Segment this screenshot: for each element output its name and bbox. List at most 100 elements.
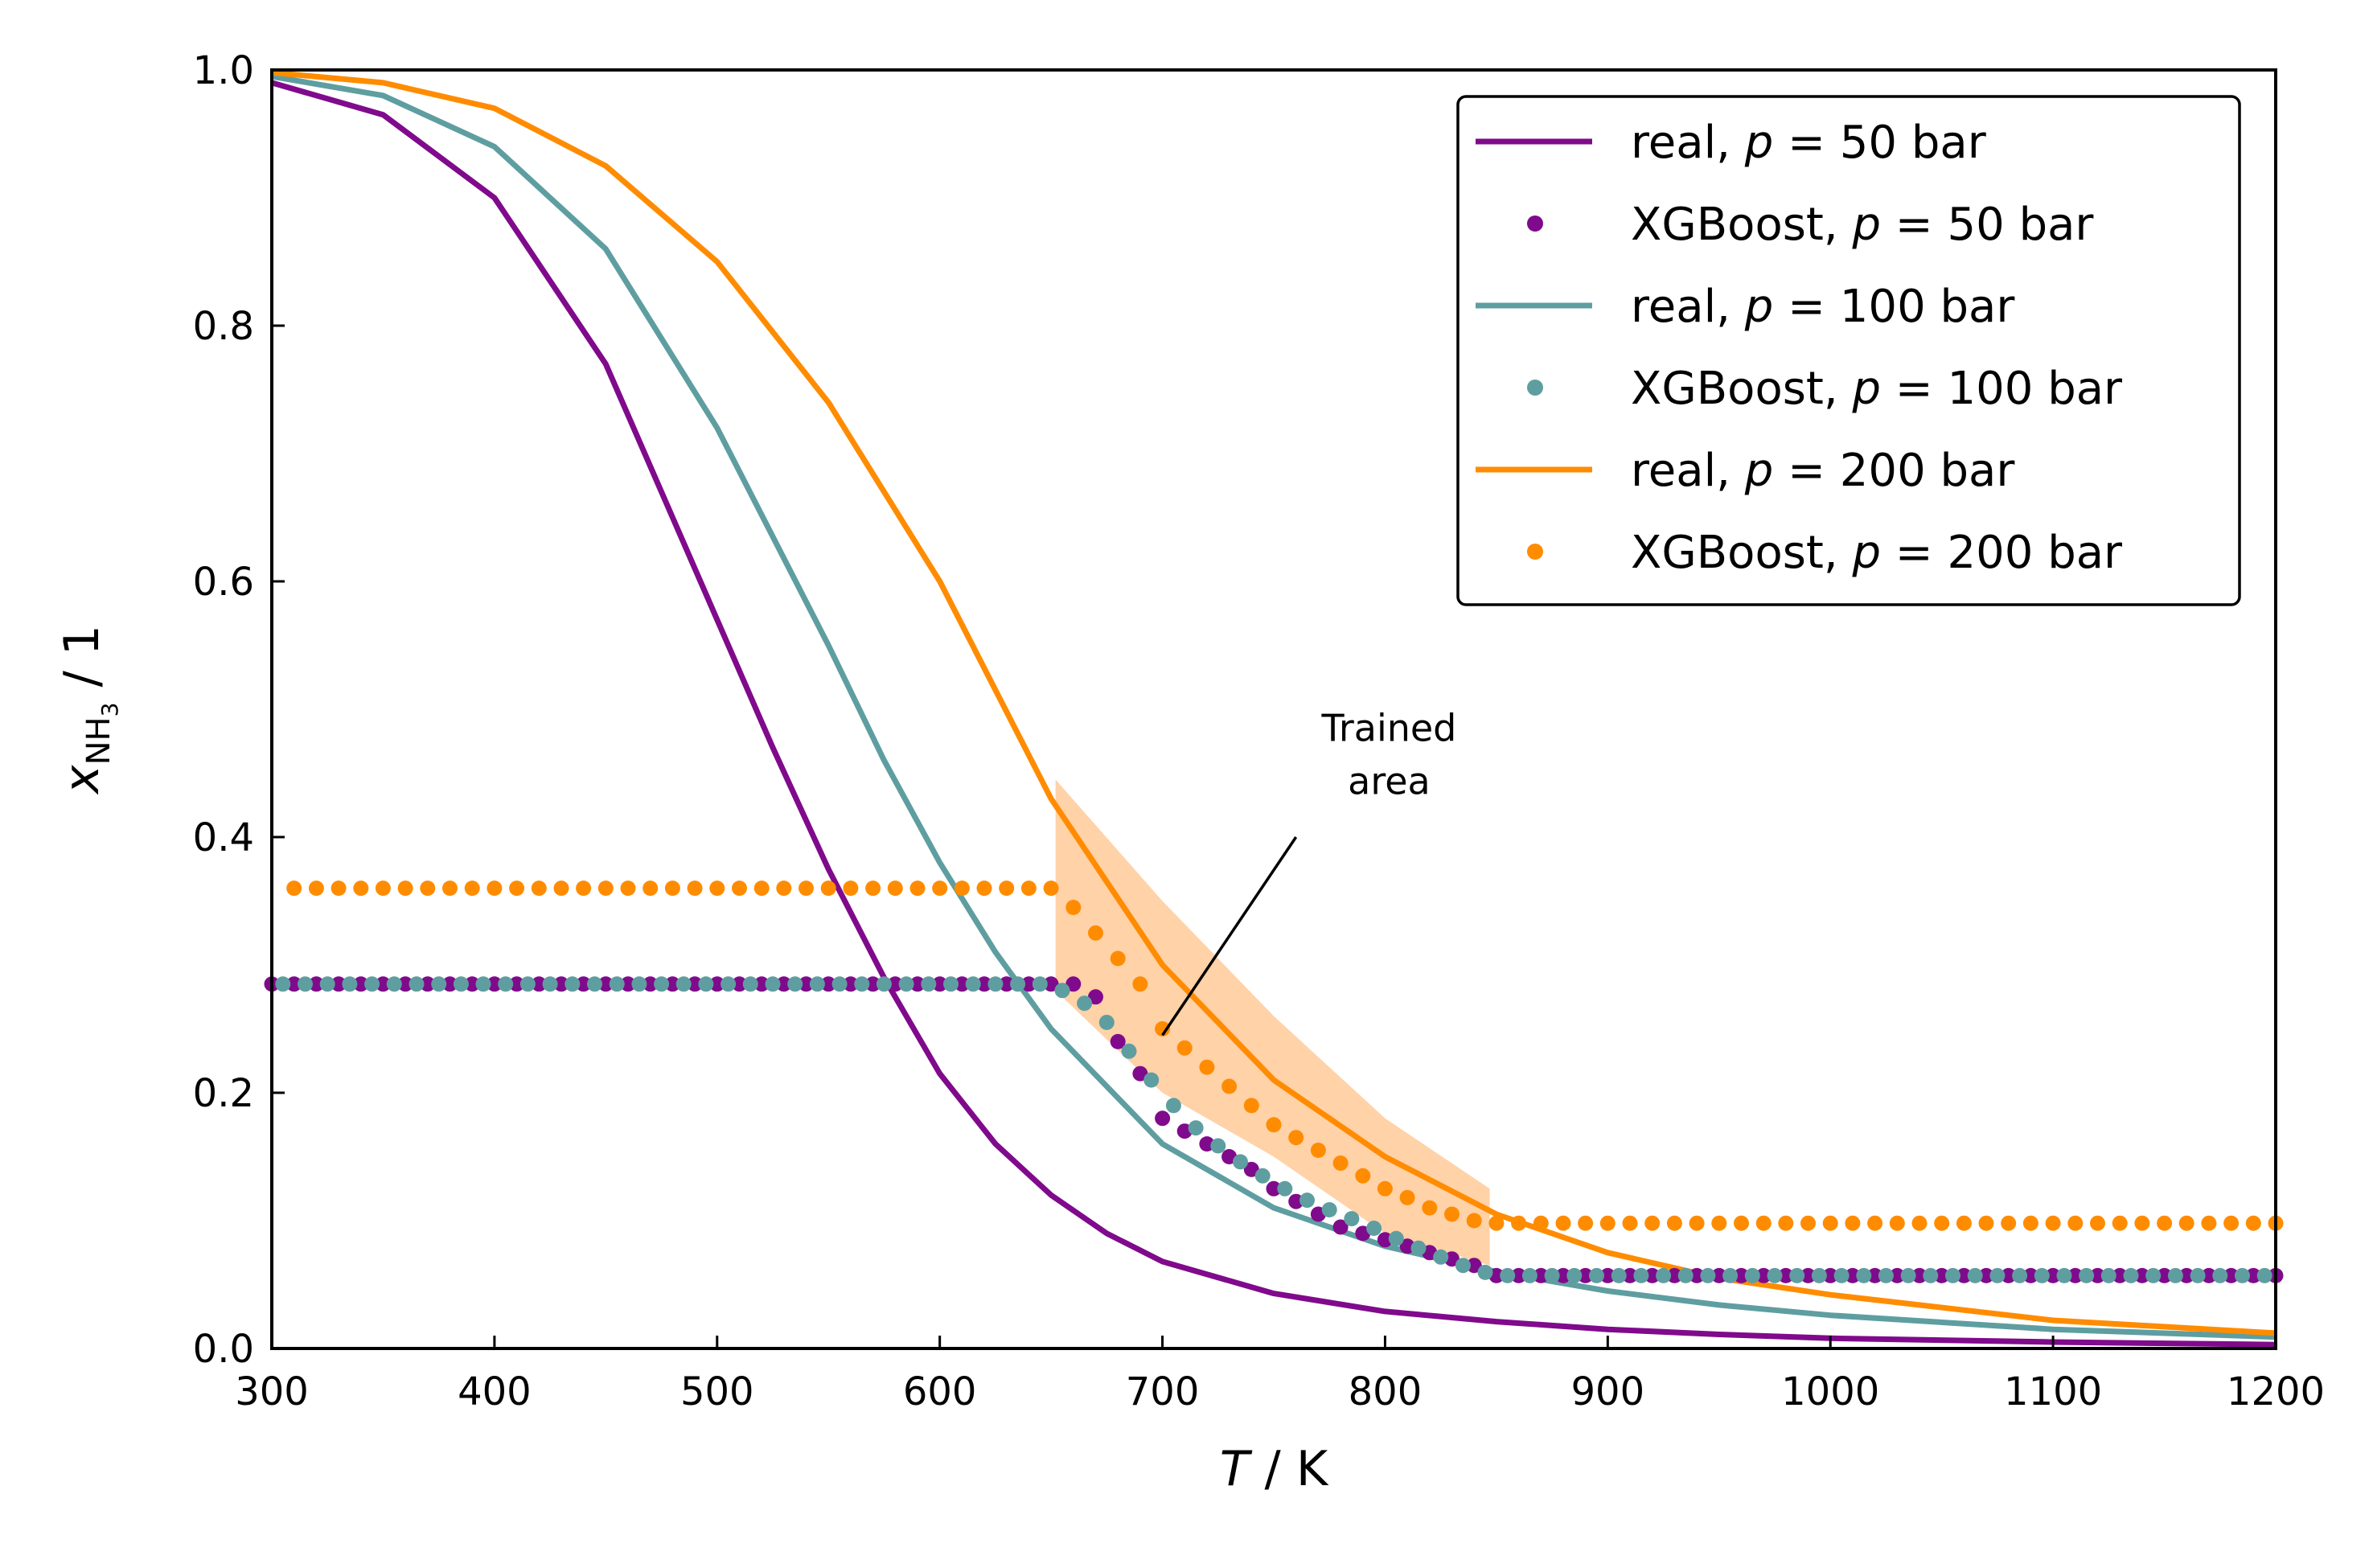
data-point	[1477, 1264, 1493, 1280]
data-point	[1088, 989, 1103, 1005]
data-point	[1533, 1215, 1549, 1231]
data-point	[620, 880, 636, 897]
data-point	[286, 976, 302, 992]
data-point	[1878, 1267, 1894, 1283]
data-point	[865, 880, 881, 897]
data-point	[776, 880, 792, 897]
data-point	[1332, 1155, 1349, 1171]
x-tick-label: 900	[1571, 1369, 1645, 1414]
data-point	[1845, 1267, 1861, 1283]
data-point	[1210, 1138, 1226, 1154]
legend-label-post: = 50 bar	[1773, 117, 1986, 169]
y-tick-label: 0.6	[193, 560, 254, 605]
data-point	[2090, 1267, 2105, 1283]
data-point	[2112, 1215, 2128, 1231]
data-point	[1466, 1258, 1482, 1274]
x-tick-label: 1000	[1781, 1369, 1879, 1414]
data-point	[1344, 1211, 1360, 1227]
data-point	[954, 976, 970, 992]
x-tick-label: 800	[1349, 1369, 1423, 1414]
data-point	[531, 976, 547, 992]
data-point	[1689, 1267, 1705, 1283]
data-point	[2256, 1267, 2272, 1283]
data-point	[643, 880, 659, 897]
data-point	[776, 976, 792, 992]
annotation-text: area	[1348, 759, 1431, 802]
data-point	[1622, 1215, 1638, 1231]
data-point	[753, 976, 770, 992]
data-point	[2157, 1267, 2173, 1283]
data-point	[2034, 1267, 2050, 1283]
data-point	[1800, 1267, 1816, 1283]
data-point	[330, 880, 347, 897]
data-point	[519, 976, 536, 992]
data-point	[1978, 1215, 1994, 1231]
legend-box	[1456, 95, 2241, 606]
data-point	[576, 880, 592, 897]
data-point	[1054, 983, 1070, 999]
data-point	[2001, 1215, 2017, 1231]
data-point	[1622, 1267, 1638, 1283]
data-point	[732, 976, 747, 992]
data-point	[976, 880, 992, 897]
data-point	[909, 880, 926, 897]
data-point	[1533, 1267, 1549, 1283]
legend-label-pre: real,	[1631, 445, 1745, 497]
data-point	[865, 976, 881, 992]
data-point	[1711, 1267, 1727, 1283]
data-point	[1989, 1267, 2006, 1283]
data-point	[1299, 1192, 1315, 1209]
data-point	[386, 976, 402, 992]
data-point	[1734, 1215, 1749, 1231]
data-point	[420, 976, 436, 992]
data-point	[1199, 1059, 1215, 1075]
data-point	[1121, 1043, 1137, 1059]
series-xgboost-0	[264, 976, 2284, 1283]
data-point	[509, 880, 525, 897]
y-tick-label: 0.0	[193, 1327, 254, 1372]
series-xgboost-1	[275, 976, 2272, 1283]
data-point	[1734, 1267, 1749, 1283]
data-point	[1077, 995, 1093, 1012]
legend-entry: real, p = 200 bar	[1476, 445, 2015, 497]
data-point	[2012, 1267, 2028, 1283]
data-point	[375, 976, 391, 992]
data-point	[1689, 1215, 1705, 1231]
data-point	[742, 976, 758, 992]
x-axis-var: T	[1220, 1441, 1253, 1497]
data-point	[2245, 1267, 2261, 1283]
data-point	[1500, 1267, 1516, 1283]
data-point	[1110, 950, 1126, 967]
data-point	[1767, 1267, 1783, 1283]
data-point	[1233, 1154, 1248, 1170]
data-point	[1889, 1267, 1905, 1283]
legend-label-post: = 100 bar	[1773, 281, 2015, 333]
data-point	[275, 976, 291, 992]
x-axis-unit: / K	[1249, 1441, 1328, 1497]
data-point	[453, 976, 469, 992]
data-point	[620, 976, 636, 992]
data-point	[1822, 1267, 1838, 1283]
data-point	[308, 976, 324, 992]
data-point	[887, 976, 903, 992]
y-axis-sub: NH	[80, 716, 117, 765]
data-point	[1711, 1215, 1727, 1231]
data-point	[442, 880, 458, 897]
data-point	[1555, 1267, 1571, 1283]
legend-label-post: = 200 bar	[1773, 445, 2015, 497]
data-point	[1578, 1215, 1594, 1231]
legend-label-var: p	[1744, 281, 1774, 333]
data-point	[664, 976, 680, 992]
data-point	[1020, 976, 1037, 992]
data-point	[1444, 1206, 1460, 1222]
data-point	[1143, 1072, 1160, 1088]
annotation-text: Trained	[1321, 706, 1457, 749]
data-point	[342, 976, 358, 992]
data-point	[2022, 1267, 2038, 1283]
data-point	[475, 976, 491, 992]
data-point	[2090, 1215, 2105, 1231]
data-point	[553, 976, 569, 992]
data-point	[932, 976, 948, 992]
data-point	[442, 976, 458, 992]
